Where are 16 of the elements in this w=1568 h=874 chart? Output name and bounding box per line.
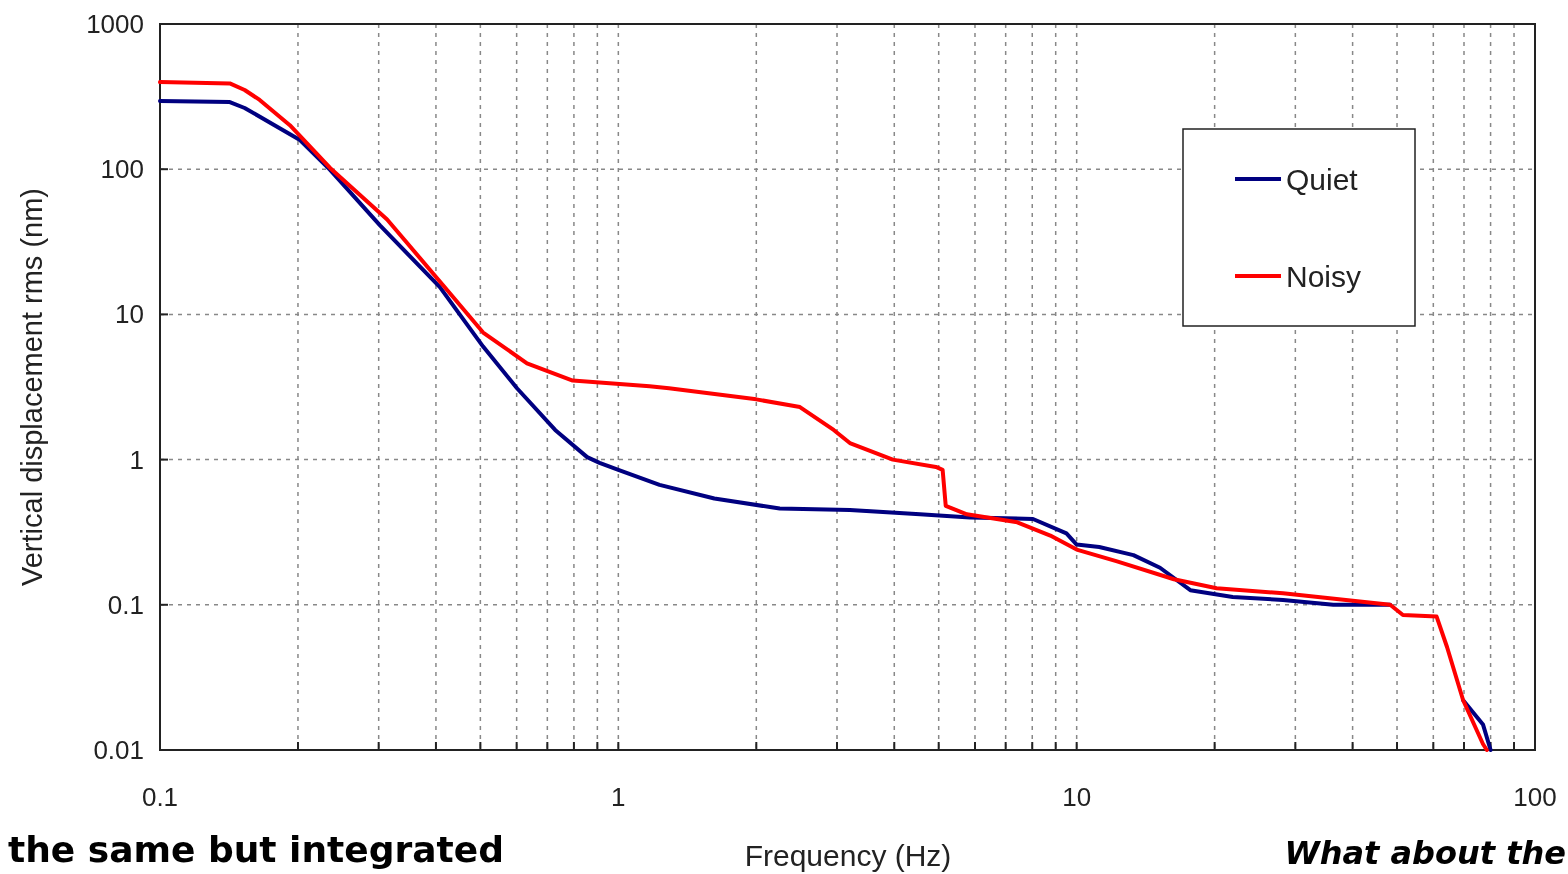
legend-label: Quiet <box>1286 163 1359 196</box>
legend-label: Noisy <box>1286 260 1362 293</box>
y-tick-label: 1 <box>129 444 144 475</box>
y-tick-label: 1000 <box>86 9 144 39</box>
x-tick-label: 10 <box>1062 782 1092 812</box>
x-axis-title: Frequency (Hz) <box>744 839 952 872</box>
y-axis-title: Vertical displacement rms (nm) <box>16 187 48 587</box>
x-tick-label: 100 <box>1513 782 1557 812</box>
x-tick-label: 1 <box>611 782 626 812</box>
text: the same but integrated <box>8 829 504 870</box>
y-tick-label: 0.01 <box>93 735 144 765</box>
y-tick-label: 10 <box>115 299 144 330</box>
y-tick-label: 100 <box>100 154 144 185</box>
text: What about the <box>1284 834 1566 872</box>
y-tick-label: 0.1 <box>107 589 144 620</box>
x-tick-label: 0.1 <box>141 782 179 812</box>
